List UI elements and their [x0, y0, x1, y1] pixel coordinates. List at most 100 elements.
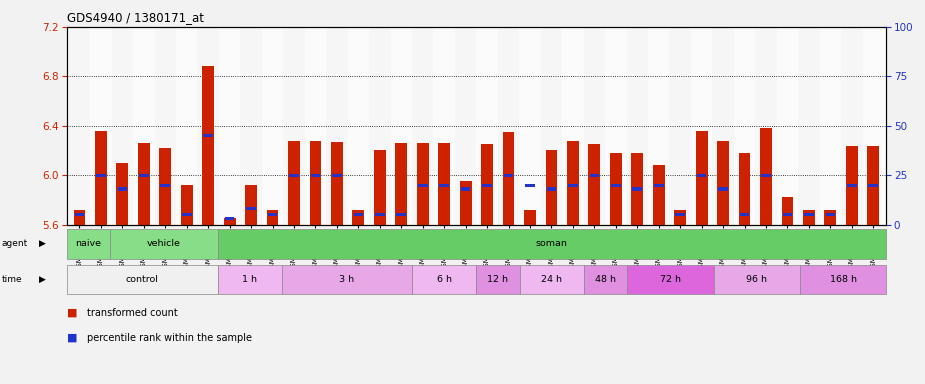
Bar [804, 213, 814, 216]
Bar [331, 142, 343, 225]
Bar [204, 134, 213, 137]
Bar [112, 27, 133, 225]
Bar [439, 184, 449, 187]
Bar [740, 213, 749, 216]
Bar [182, 213, 191, 216]
Text: 72 h: 72 h [660, 275, 681, 284]
Bar [245, 185, 257, 225]
Bar [282, 265, 412, 295]
Bar [756, 27, 777, 225]
Bar [304, 27, 327, 225]
Text: 1 h: 1 h [242, 275, 257, 284]
Bar [266, 210, 278, 225]
Bar [718, 187, 728, 190]
Bar [482, 184, 492, 187]
Text: ▶: ▶ [39, 275, 45, 284]
Bar [847, 184, 857, 187]
Bar [546, 151, 558, 225]
Bar [139, 174, 149, 177]
Bar [395, 143, 407, 225]
Bar [648, 27, 670, 225]
Bar [739, 153, 750, 225]
Text: 3 h: 3 h [339, 275, 354, 284]
Bar [498, 27, 519, 225]
Bar [611, 184, 621, 187]
Bar [369, 27, 390, 225]
Bar [434, 27, 455, 225]
Bar [374, 151, 386, 225]
Bar [438, 143, 450, 225]
Bar [783, 213, 793, 216]
Text: soman: soman [536, 239, 568, 248]
Text: agent: agent [2, 239, 28, 248]
Bar [782, 197, 794, 225]
Bar [203, 66, 214, 225]
Text: ■: ■ [67, 333, 77, 343]
Bar [654, 184, 663, 187]
Bar [846, 146, 857, 225]
Bar [412, 265, 476, 295]
Text: GDS4940 / 1380171_at: GDS4940 / 1380171_at [67, 12, 204, 25]
Bar [332, 174, 341, 177]
Bar [761, 174, 771, 177]
Bar [95, 131, 106, 225]
Bar [567, 141, 579, 225]
Bar [541, 27, 562, 225]
Bar [504, 174, 513, 177]
Text: 12 h: 12 h [487, 275, 509, 284]
Bar [67, 229, 110, 259]
Bar [353, 213, 364, 216]
Bar [584, 27, 605, 225]
Bar [800, 265, 886, 295]
Text: 96 h: 96 h [746, 275, 767, 284]
Bar [397, 213, 406, 216]
Bar [862, 27, 884, 225]
Bar [670, 27, 691, 225]
Bar [653, 166, 665, 225]
Bar [311, 174, 320, 177]
Bar [224, 218, 236, 225]
Bar [460, 181, 472, 225]
Bar [159, 148, 171, 225]
Bar [176, 27, 197, 225]
Bar [868, 146, 879, 225]
Bar [327, 27, 348, 225]
Text: 168 h: 168 h [830, 275, 857, 284]
Bar [626, 27, 648, 225]
Bar [713, 265, 800, 295]
Bar [760, 128, 771, 225]
Bar [197, 27, 219, 225]
Bar [390, 27, 412, 225]
Bar [455, 27, 476, 225]
Bar [825, 213, 835, 216]
Text: 24 h: 24 h [541, 275, 562, 284]
Bar [117, 187, 128, 190]
Text: control: control [126, 275, 158, 284]
Text: ▶: ▶ [39, 239, 45, 248]
Bar [138, 143, 150, 225]
Bar [461, 187, 471, 190]
Bar [674, 210, 686, 225]
Bar [240, 27, 262, 225]
Text: vehicle: vehicle [147, 239, 180, 248]
Bar [675, 213, 685, 216]
Bar [352, 210, 364, 225]
Bar [375, 213, 385, 216]
Bar [712, 27, 734, 225]
Text: percentile rank within the sample: percentile rank within the sample [87, 333, 252, 343]
Bar [310, 141, 321, 225]
Bar [627, 265, 713, 295]
Bar [717, 141, 729, 225]
Bar [290, 174, 299, 177]
Bar [633, 187, 642, 190]
Bar [632, 153, 643, 225]
Bar [110, 229, 217, 259]
Bar [267, 213, 278, 216]
Text: 6 h: 6 h [437, 275, 451, 284]
Text: transformed count: transformed count [87, 308, 178, 318]
Bar [476, 27, 498, 225]
Text: ■: ■ [67, 308, 77, 318]
Bar [568, 184, 578, 187]
Bar [520, 265, 585, 295]
Bar [288, 141, 300, 225]
